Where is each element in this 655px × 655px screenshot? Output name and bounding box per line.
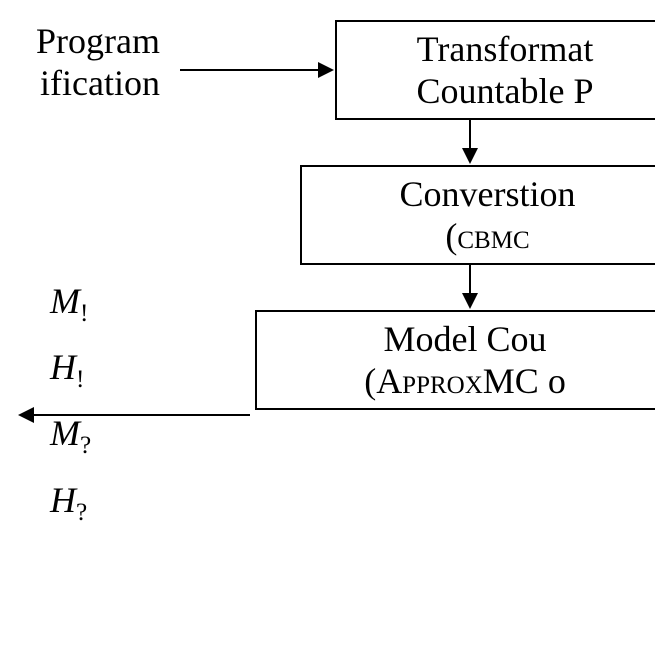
output-labels: M! H! M? H? — [50, 280, 91, 545]
box-model-counting: Model Cou (ApproxMC o — [255, 310, 655, 410]
box3-line2: (ApproxMC o — [364, 360, 566, 402]
arrow-head-2 — [462, 148, 478, 164]
arrow-head-4 — [18, 407, 34, 423]
output-M-question: M? — [50, 412, 91, 460]
arrow-input-to-box1 — [180, 69, 318, 71]
box2-line2: (cbmc — [445, 215, 529, 257]
output-H-question: H? — [50, 479, 91, 527]
box-conversion: Converstion (cbmc — [300, 165, 655, 265]
arrow-box1-to-box2 — [469, 120, 471, 150]
box2-line1: Converstion — [400, 173, 576, 215]
input-line1: Program — [0, 20, 160, 62]
box-transformation: Transformat Countable P — [335, 20, 655, 120]
input-label: Program ification — [0, 20, 160, 104]
output-H-bang: H! — [50, 346, 91, 394]
arrow-head-3 — [462, 293, 478, 309]
arrow-head-1 — [318, 62, 334, 78]
input-line2: ification — [0, 62, 160, 104]
box3-line1: Model Cou — [383, 318, 546, 360]
box1-line2: Countable P — [417, 70, 594, 112]
output-M-bang: M! — [50, 280, 91, 328]
arrow-box2-to-box3 — [469, 265, 471, 295]
box1-line1: Transformat — [417, 28, 594, 70]
